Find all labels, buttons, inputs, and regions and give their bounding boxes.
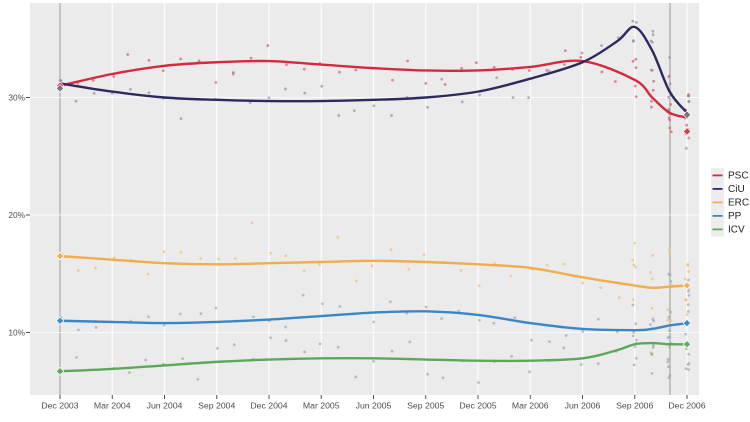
svg-text:Dec 2004: Dec 2004 — [250, 401, 287, 411]
svg-text:Jun 2004: Jun 2004 — [147, 401, 183, 411]
svg-text:20%: 20% — [8, 210, 25, 220]
svg-text:ERC: ERC — [728, 198, 749, 209]
svg-text:Sep 2005: Sep 2005 — [407, 401, 444, 411]
svg-text:Dec 2005: Dec 2005 — [459, 401, 496, 411]
svg-text:Mar 2004: Mar 2004 — [94, 401, 131, 411]
svg-text:ICV: ICV — [728, 225, 745, 236]
svg-text:Jun 2005: Jun 2005 — [356, 401, 392, 411]
svg-text:CiU: CiU — [728, 184, 745, 195]
svg-text:10%: 10% — [8, 327, 25, 337]
svg-text:Mar 2005: Mar 2005 — [303, 401, 340, 411]
svg-text:PP: PP — [728, 211, 742, 222]
svg-text:Dec 2006: Dec 2006 — [668, 401, 705, 411]
svg-text:30%: 30% — [8, 92, 25, 102]
svg-text:PSC: PSC — [728, 171, 749, 182]
svg-text:Jun 2006: Jun 2006 — [565, 401, 601, 411]
svg-text:Dec 2003: Dec 2003 — [41, 401, 78, 411]
svg-text:Sep 2006: Sep 2006 — [616, 401, 653, 411]
svg-text:Sep 2004: Sep 2004 — [198, 401, 235, 411]
svg-text:Mar 2006: Mar 2006 — [512, 401, 549, 411]
